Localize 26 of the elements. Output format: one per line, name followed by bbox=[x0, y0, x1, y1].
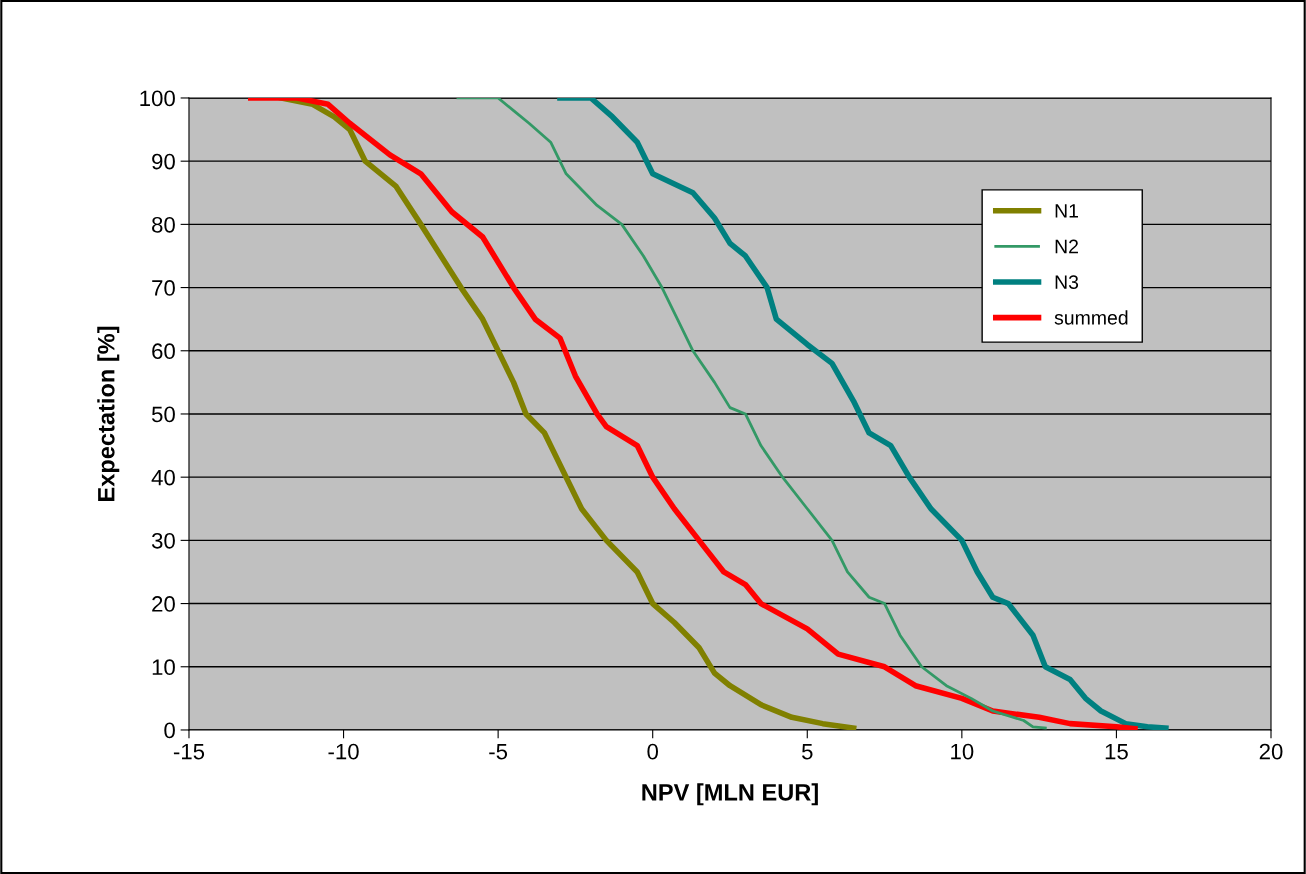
y-tick-label: 80 bbox=[152, 216, 175, 233]
legend-label: N2 bbox=[1055, 239, 1078, 254]
y-tick-label: 60 bbox=[152, 343, 175, 360]
line-series bbox=[456, 97, 1047, 730]
y-tick-label: 100 bbox=[140, 90, 175, 107]
legend-label: N1 bbox=[1055, 204, 1078, 218]
x-tick-label: 10 bbox=[951, 743, 974, 760]
x-tick-label: 20 bbox=[1259, 743, 1283, 760]
legend-label: N3 bbox=[1055, 275, 1079, 289]
y-tick-label: 10 bbox=[152, 659, 175, 676]
x-tick-label: 0 bbox=[647, 743, 659, 760]
y-axis-title: Expectation [%] bbox=[97, 326, 120, 501]
y-tick-label: 0 bbox=[164, 722, 175, 739]
y-tick-label: 40 bbox=[151, 469, 175, 486]
x-axis-title: NPV [MLN EUR] bbox=[642, 783, 818, 806]
y-tick-label: 90 bbox=[152, 153, 175, 170]
legend-label: summed bbox=[1054, 310, 1128, 325]
y-tick-label: 70 bbox=[152, 280, 175, 296]
x-tick-label: -5 bbox=[489, 743, 508, 760]
x-tick-label: -15 bbox=[173, 743, 205, 760]
x-tick-label: -10 bbox=[328, 743, 359, 760]
x-tick-label: 5 bbox=[801, 743, 813, 760]
x-tick-label: 15 bbox=[1105, 743, 1128, 760]
y-tick-label: 30 bbox=[151, 532, 175, 549]
y-tick-label: 20 bbox=[152, 596, 175, 612]
y-tick-label: 50 bbox=[151, 406, 175, 423]
